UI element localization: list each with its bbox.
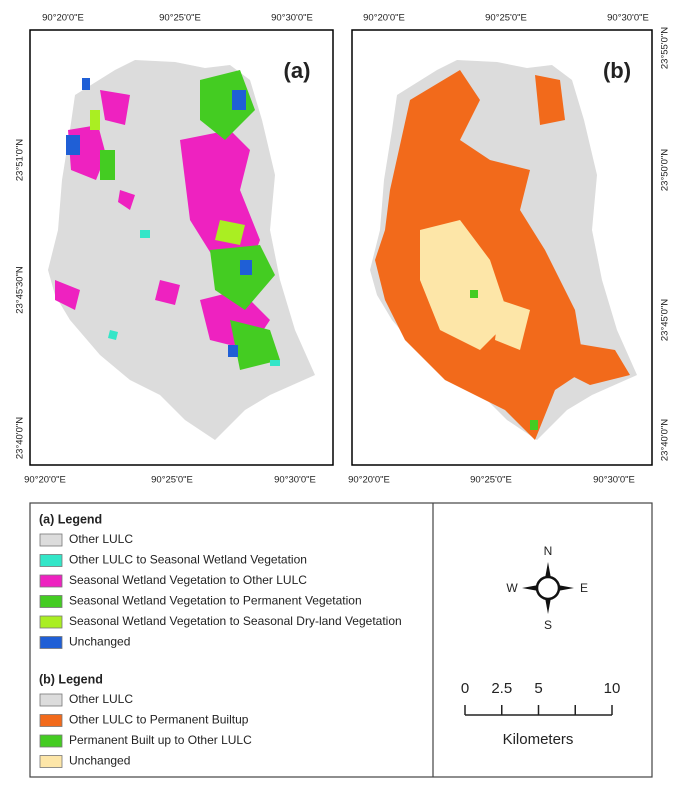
map-a — [48, 60, 315, 440]
legend-swatch — [39, 615, 63, 629]
coord-label: 23°55'0"N — [660, 27, 671, 69]
legend-label: Other LULC to Seasonal Wetland Vegetatio… — [69, 553, 307, 567]
compass-label: S — [544, 618, 552, 632]
legend-swatch — [39, 574, 63, 588]
legend-title: (a) Legend — [39, 512, 102, 526]
legend-title: (b) Legend — [39, 672, 103, 686]
coord-label: 90°25'0"E — [485, 13, 527, 24]
legend-label: Unchanged — [69, 754, 130, 768]
legend-swatch — [39, 693, 63, 707]
coord-label: 90°25'0"E — [470, 475, 512, 486]
coord-label: 90°20'0"E — [363, 13, 405, 24]
legend-swatch — [39, 595, 63, 608]
coord-label: 23°51'0"N — [15, 139, 26, 181]
coord-label: 90°20'0"E — [348, 475, 390, 486]
legend-label: Other LULC to Permanent Builtup — [69, 713, 249, 727]
legend-box — [29, 502, 653, 778]
coord-label: 23°40'0"N — [15, 417, 26, 459]
legend-swatch — [39, 734, 63, 748]
legend-label: Other LULC — [69, 532, 133, 546]
scale-bar — [464, 705, 613, 716]
scale-label: 10 — [604, 680, 621, 697]
legends: (a) Legend Other LULC Other LULC to Season… — [39, 512, 402, 768]
coord-label: 90°25'0"E — [159, 13, 201, 24]
legend-label: Permanent Built up to Other LULC — [69, 733, 252, 747]
legend-label: Unchanged — [69, 635, 130, 649]
compass-label: N — [544, 544, 553, 558]
scale-label: 0 — [461, 680, 469, 697]
panel-label: (a) — [284, 58, 311, 83]
coord-label: 90°20'0"E — [24, 475, 66, 486]
legend-label: Seasonal Wetland Vegetation to Permanent… — [69, 594, 362, 608]
coord-label: 90°30'0"E — [593, 475, 635, 486]
coord-label: 23°45'0"N — [660, 299, 671, 341]
legend-swatch — [39, 554, 63, 567]
compass — [522, 562, 574, 614]
coord-label: 90°30'0"E — [271, 13, 313, 24]
legend-swatch — [39, 755, 63, 768]
scale-label: 2.5 — [491, 680, 512, 697]
scale-unit: Kilometers — [503, 731, 574, 748]
coord-label: 90°30'0"E — [274, 475, 316, 486]
scale-label: 5 — [534, 680, 542, 697]
coord-label: 23°50'0"N — [660, 149, 671, 191]
compass-label: E — [580, 581, 588, 595]
coord-label: 90°30'0"E — [607, 13, 649, 24]
coord-label: 23°40'0"N — [660, 419, 671, 461]
legend-swatch — [39, 533, 63, 547]
panel-label: (b) — [603, 58, 631, 83]
coord-label: 90°20'0"E — [42, 13, 84, 24]
legend-swatch — [39, 714, 63, 727]
coord-label: 23°45'30"N — [15, 266, 26, 314]
compass-label: W — [506, 581, 518, 595]
legend-swatch — [39, 636, 63, 649]
legend-label: Seasonal Wetland Vegetation to Other LUL… — [69, 573, 307, 587]
coord-label: 90°25'0"E — [151, 475, 193, 486]
legend-label: Seasonal Wetland Vegetation to Seasonal … — [69, 614, 402, 628]
legend-label: Other LULC — [69, 692, 133, 706]
map-b — [370, 60, 637, 440]
